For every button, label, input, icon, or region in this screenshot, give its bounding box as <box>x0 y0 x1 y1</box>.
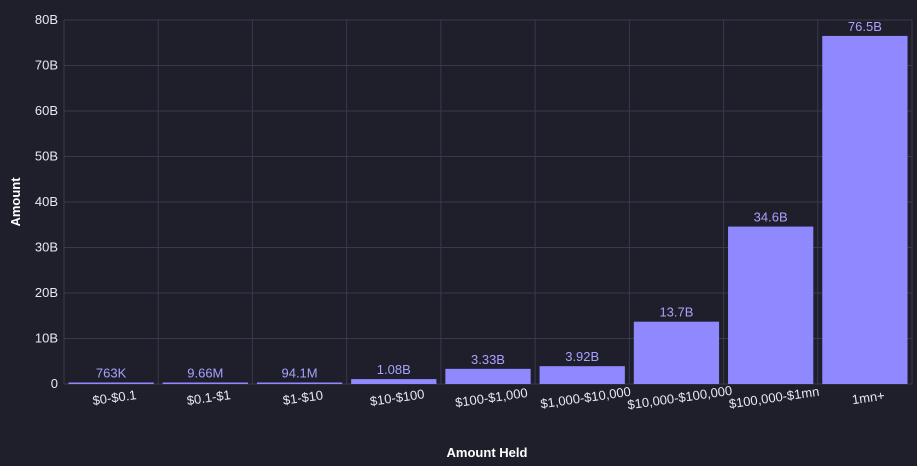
x-tick-label: $1,000-$10,000 <box>539 384 631 412</box>
x-axis-title: Amount Held <box>447 445 528 460</box>
y-tick-label: 30B <box>35 240 58 255</box>
y-axis: 0 10B 20B 30B 40B 50B 60B 70B 80B <box>35 12 58 391</box>
bar[interactable] <box>633 321 720 384</box>
y-tick-label: 60B <box>35 103 58 118</box>
x-tick-label: $1-$10 <box>282 387 324 407</box>
data-label: 1.08B <box>377 362 411 377</box>
data-labels-layer: 763K 9.66M 94.1M 1.08B 3.33B 3.92B 13.7B 34.6B 7… <box>96 19 882 381</box>
y-tick-label: 20B <box>35 285 58 300</box>
x-tick-label: $10-$100 <box>369 386 426 409</box>
bar[interactable] <box>68 382 154 385</box>
data-label: 13.7B <box>659 305 693 320</box>
data-label: 763K <box>96 366 127 381</box>
data-label: 9.66M <box>187 366 223 381</box>
data-label: 94.1M <box>281 366 317 381</box>
y-axis-title: Amount <box>8 177 23 227</box>
y-tick-label: 50B <box>35 149 58 164</box>
bar[interactable] <box>728 226 814 384</box>
bar[interactable] <box>162 382 248 385</box>
data-label: 76.5B <box>848 19 882 34</box>
y-tick-label: 40B <box>35 194 58 209</box>
x-tick-label: $0-$0.1 <box>92 387 138 408</box>
y-tick-label: 80B <box>35 12 58 27</box>
bar[interactable] <box>822 35 908 385</box>
bar[interactable] <box>445 368 531 384</box>
x-tick-label: $10,000-$100,000 <box>627 383 734 413</box>
y-tick-label: 0 <box>51 376 58 391</box>
grid-layer <box>63 19 913 385</box>
x-tick-label: $100,000-$1mn <box>728 384 820 412</box>
bar[interactable] <box>539 366 625 384</box>
y-tick-label: 10B <box>35 331 58 346</box>
bar[interactable] <box>351 379 437 384</box>
y-tick-label: 70B <box>35 58 58 73</box>
x-axis: $0-$0.1 $0.1-$1 $1-$10 $10-$100 $100-$1,000 $… <box>92 383 886 413</box>
data-label: 34.6B <box>754 210 788 225</box>
x-tick-label: $100-$1,000 <box>454 385 528 410</box>
x-tick-label: $0.1-$1 <box>186 387 232 408</box>
data-label: 3.33B <box>471 352 505 367</box>
bars-layer <box>68 35 908 385</box>
x-tick-label: 1mn+ <box>851 388 886 407</box>
bar[interactable] <box>256 382 343 385</box>
data-label: 3.92B <box>565 349 599 364</box>
